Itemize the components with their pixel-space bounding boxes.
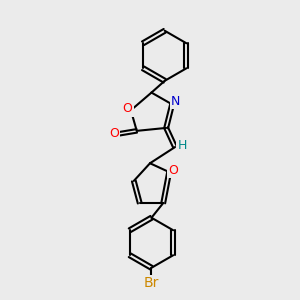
Text: O: O (169, 164, 178, 177)
Text: O: O (109, 127, 119, 140)
Text: O: O (122, 102, 132, 115)
Text: H: H (178, 139, 187, 152)
Text: N: N (171, 95, 180, 108)
Text: Br: Br (144, 276, 159, 290)
